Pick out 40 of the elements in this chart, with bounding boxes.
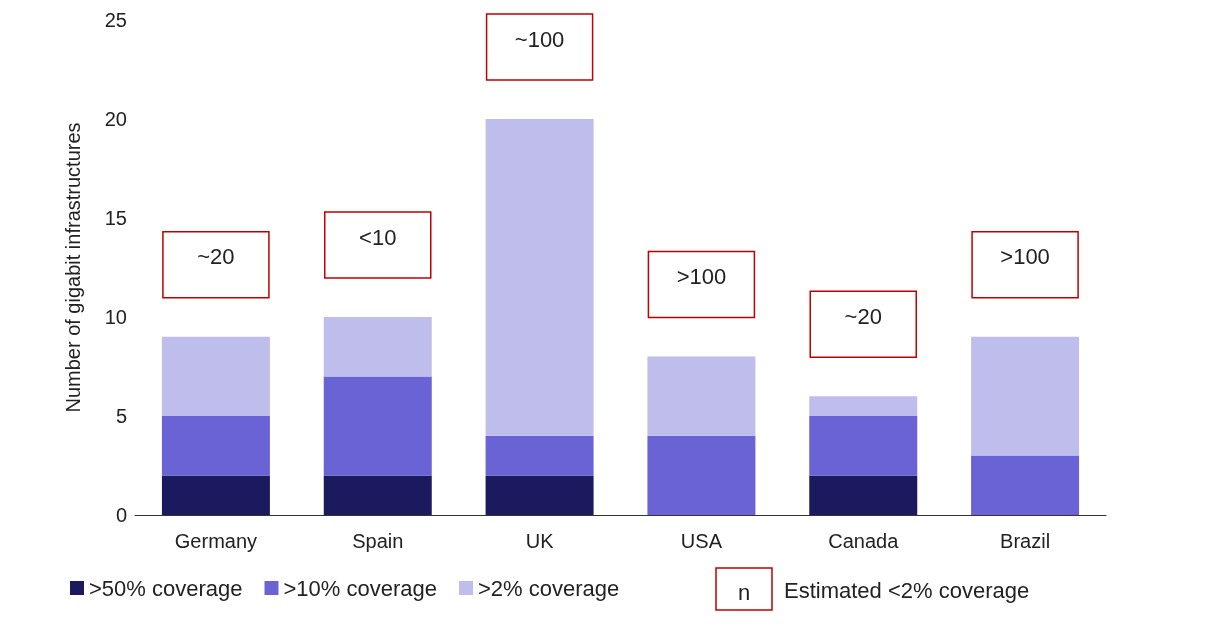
bar bbox=[809, 475, 918, 515]
y-axis-title: Number of gigabit infrastructures bbox=[62, 122, 84, 413]
x-tick-label: UK bbox=[525, 530, 555, 552]
annotation: >100 bbox=[1000, 244, 1050, 270]
bar bbox=[809, 396, 918, 416]
y-tick-label: 10 bbox=[104, 306, 127, 328]
bar bbox=[161, 416, 270, 476]
annotation: ~20 bbox=[197, 244, 235, 270]
bar bbox=[485, 435, 594, 476]
bar bbox=[647, 356, 756, 436]
legend-label: >2% coverage bbox=[477, 575, 620, 601]
bar bbox=[485, 119, 594, 436]
legend-label: >50% coverage bbox=[89, 575, 243, 601]
bar bbox=[161, 475, 270, 515]
x-tick-label: Brazil bbox=[1000, 530, 1051, 552]
annotation: >100 bbox=[676, 264, 727, 290]
legend-label: >10% coverage bbox=[283, 575, 437, 601]
bar bbox=[809, 416, 918, 476]
bar bbox=[323, 376, 432, 476]
annotation: ~100 bbox=[514, 26, 565, 52]
bar bbox=[647, 435, 756, 515]
y-tick-label: 0 bbox=[115, 504, 127, 526]
bar bbox=[485, 475, 594, 515]
annotation: ~20 bbox=[844, 303, 882, 329]
annotation: <10 bbox=[359, 224, 397, 250]
y-tick-label: 5 bbox=[115, 405, 127, 427]
bar bbox=[323, 317, 432, 377]
bar bbox=[323, 475, 432, 515]
text: Estimated <2% coverage bbox=[784, 577, 1030, 603]
x-tick-label: Germany bbox=[174, 530, 258, 552]
bar bbox=[161, 336, 270, 416]
bar bbox=[971, 455, 1080, 515]
x-tick-label: Canada bbox=[828, 530, 900, 552]
y-tick-label: 15 bbox=[104, 207, 127, 229]
y-tick-label: 25 bbox=[104, 9, 127, 31]
x-tick-label: Spain bbox=[352, 530, 404, 552]
x-tick-label: USA bbox=[680, 530, 723, 552]
bar bbox=[971, 336, 1080, 456]
text: n bbox=[737, 579, 751, 605]
y-tick-label: 20 bbox=[104, 108, 127, 130]
